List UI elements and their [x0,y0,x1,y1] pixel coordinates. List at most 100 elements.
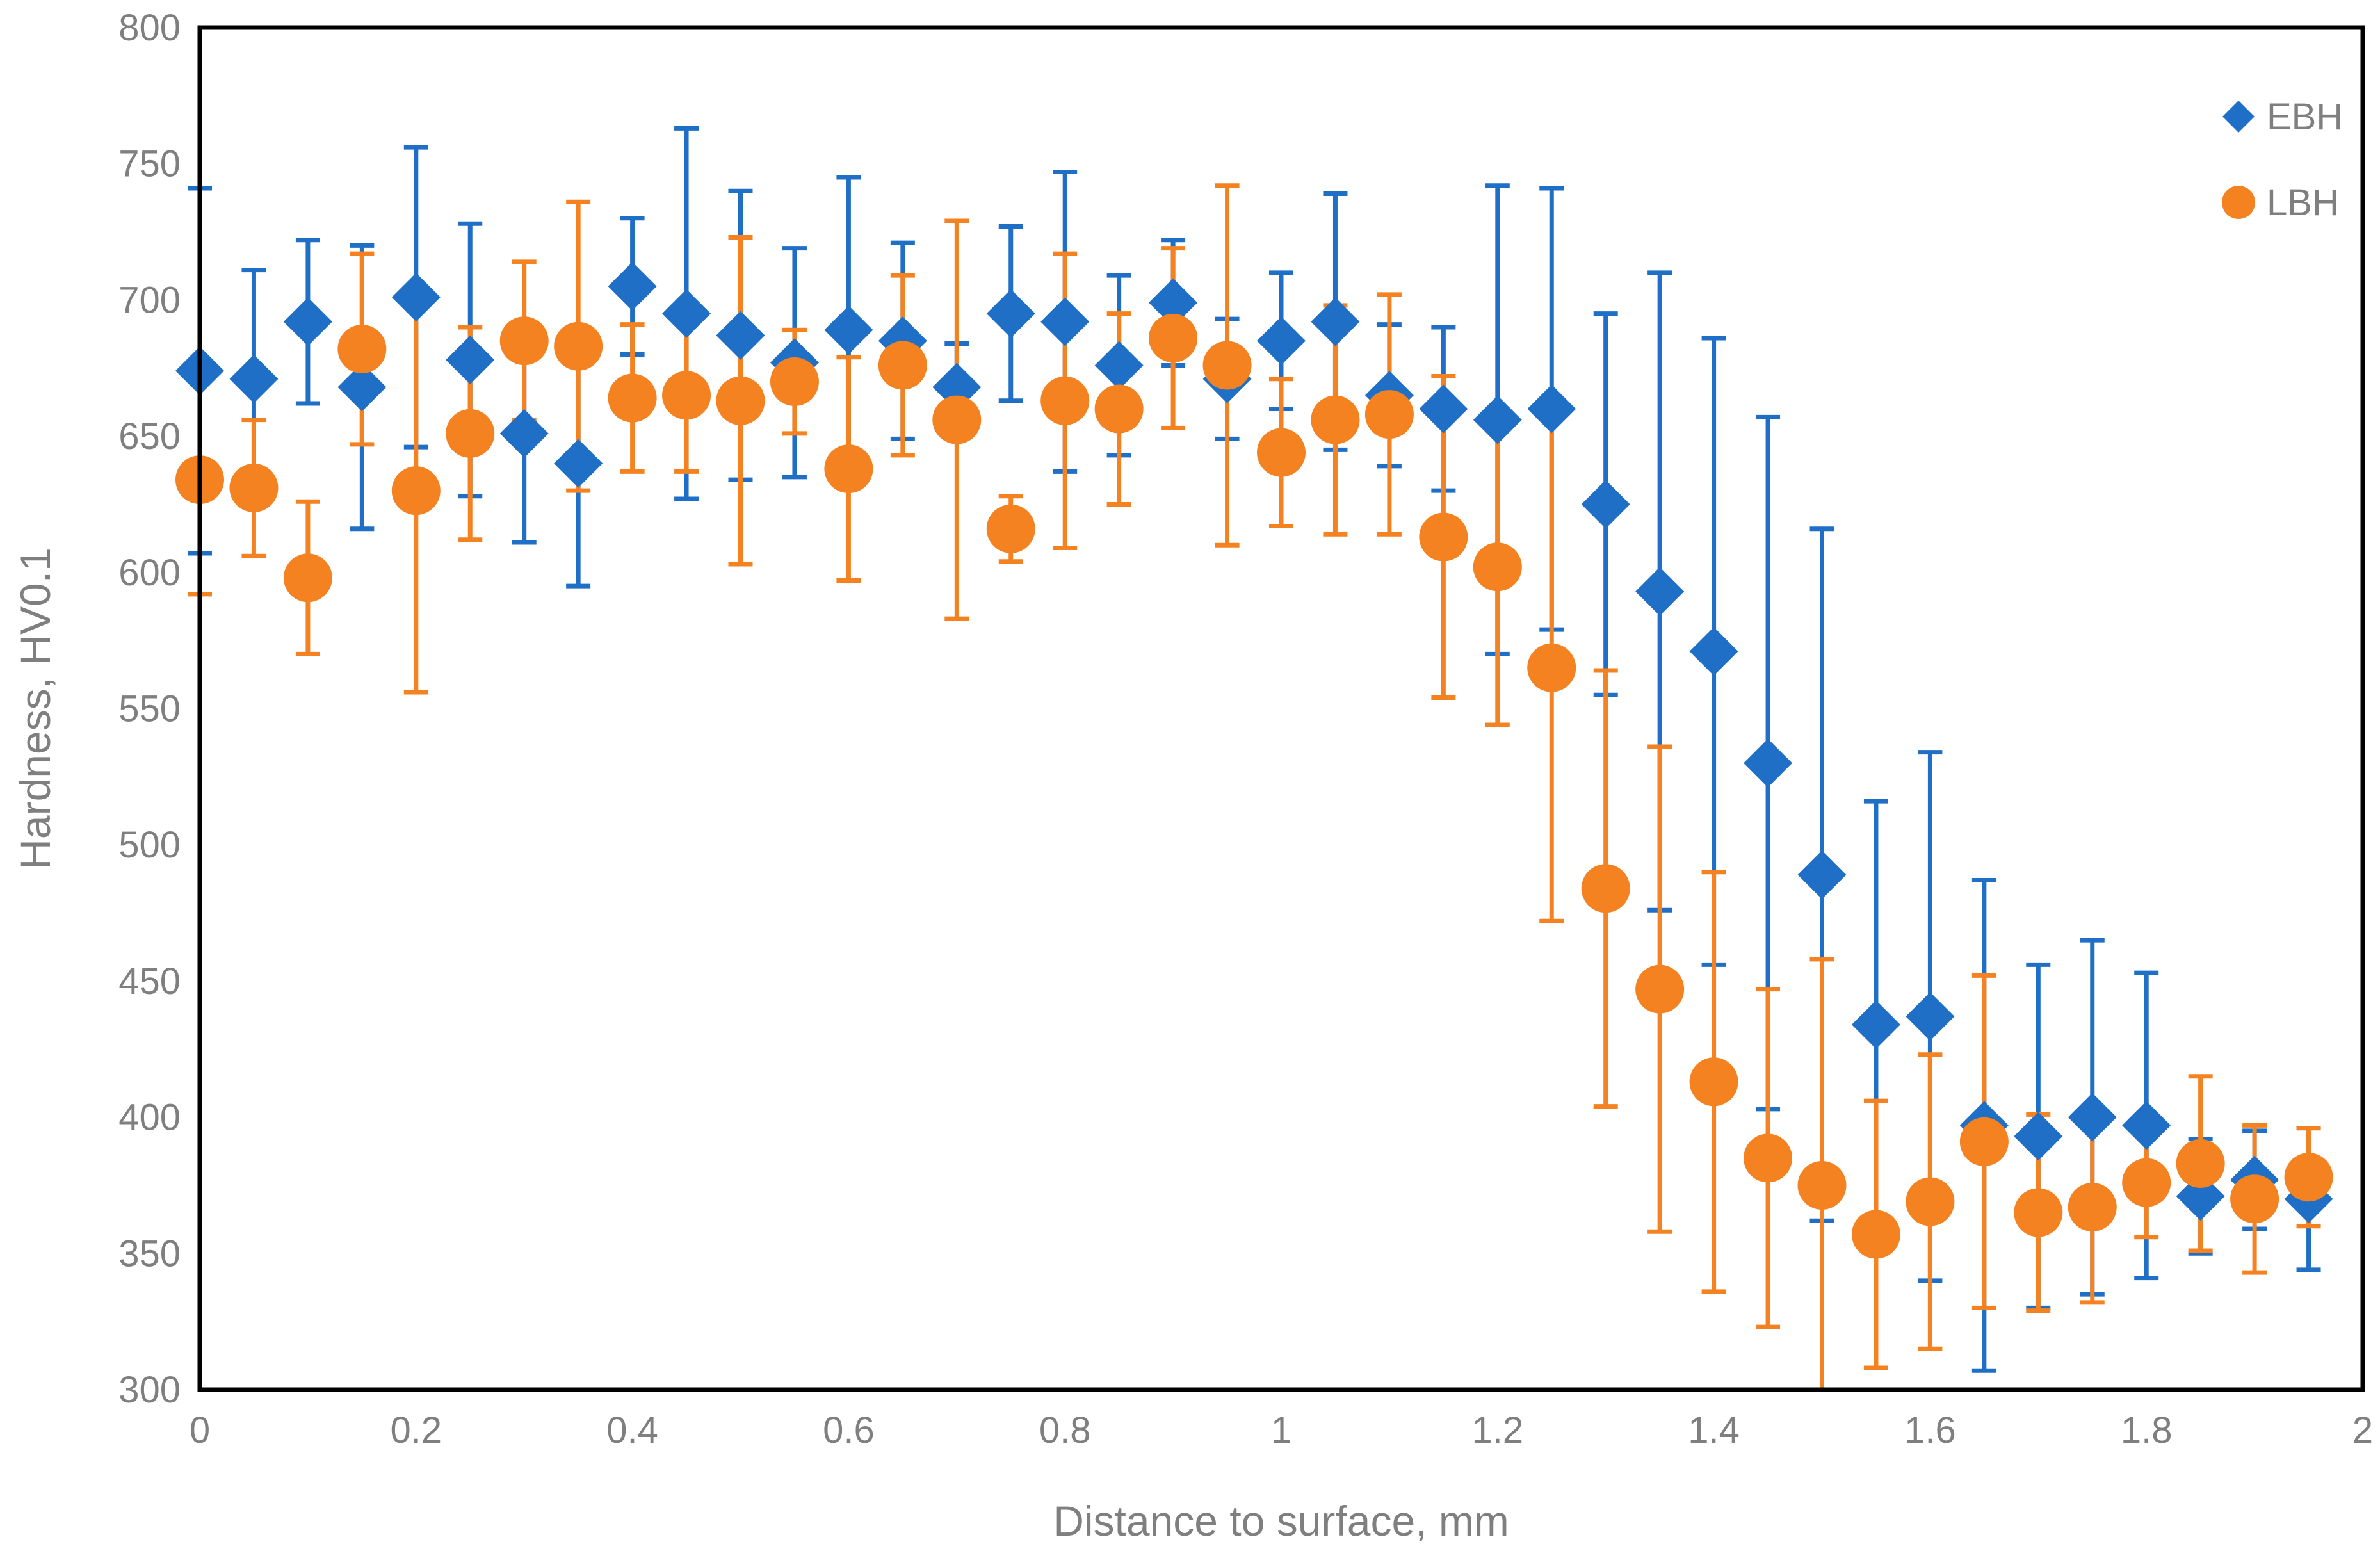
lbh-point [1689,1057,1738,1107]
lbh-point [1797,1160,1847,1210]
lbh-point [1040,376,1090,425]
lbh-point [878,341,927,390]
x-tick-label: 0.4 [606,1410,658,1451]
y-tick-label: 400 [118,1097,181,1139]
lbh-point [1149,313,1198,362]
ebh-point [1311,297,1360,346]
lbh-point [499,316,549,366]
x-tick-label: 2 [2352,1410,2373,1451]
lbh-point [662,371,711,420]
ebh-point [391,273,441,322]
ebh-point [1419,384,1468,434]
lbh-point [2068,1182,2117,1231]
data-markers [175,262,2333,1259]
x-tick-label: 0.8 [1039,1410,1091,1451]
ebh-point [2068,1093,2117,1142]
ebh-point [1257,316,1306,366]
x-tick-label: 1 [1271,1410,1291,1451]
ebh-point [1094,341,1144,390]
ebh-point [1689,627,1738,676]
y-tick-label: 350 [118,1233,181,1274]
lbh-point [1906,1177,1955,1226]
y-tick-label: 500 [118,824,181,866]
lbh-point [986,504,1035,553]
y-tick-label: 550 [118,688,181,730]
y-tick-label: 450 [118,961,181,1002]
ebh-point [716,311,765,360]
lbh-point [824,444,873,494]
ebh-point [1906,992,1955,1041]
x-tick-label: 0 [190,1410,210,1451]
ebh-point [824,305,873,355]
legend-marker-ebh [2222,101,2255,133]
error-bars [188,126,2321,1392]
ebh-point [1581,480,1630,529]
y-tick-label: 800 [118,7,181,49]
lbh-point [1635,964,1685,1014]
ebh-point [662,289,711,338]
x-tick-label: 0.2 [390,1410,442,1451]
y-tick-label: 700 [118,279,181,321]
x-tick-label: 1.8 [2121,1410,2173,1451]
x-tick-label: 0.6 [823,1410,875,1451]
y-tick-label: 300 [118,1369,181,1411]
y-tick-label: 600 [118,552,181,594]
lbh-point [2284,1153,2333,1202]
ebh-point [1744,738,1793,788]
legend-label-ebh: EBH [2267,96,2343,138]
lbh-point [283,553,332,603]
ebh-point [1635,567,1685,616]
lbh-point [1744,1133,1793,1183]
lbh-point [1311,395,1360,444]
y-tick-label: 650 [118,416,181,457]
lbh-point [1527,643,1576,692]
legend-marker-lbh [2222,186,2255,219]
lbh-point [1473,542,1522,592]
y-tick-label: 750 [118,143,181,185]
ebh-point [229,354,279,403]
ebh-point [1851,1000,1900,1049]
lbh-point [1959,1117,2009,1166]
ebh-point [608,262,657,311]
lbh-point [1419,512,1468,562]
ebh-point [1527,384,1576,434]
lbh-point [337,324,387,373]
x-tick-label: 1.4 [1688,1410,1740,1451]
lbh-point [932,395,982,444]
y-axis-title: Hardness, HV0.1 [12,548,59,870]
lbh-point [1581,864,1630,913]
x-tick-labels: 0 0.2 0.4 0.6 0.8 1 1.2 1.4 1.6 1.8 2 [190,1410,2373,1451]
ebh-point [1149,278,1198,327]
lbh-point [2176,1139,2225,1188]
lbh-point [1202,341,1252,390]
y-tick-labels: 300 350 400 450 500 550 600 650 700 750 800 [118,7,181,1411]
lbh-point [229,463,279,512]
lbh-point [716,376,765,425]
lbh-point [608,373,657,423]
lbh-point [1364,390,1414,439]
lbh-point [770,357,819,407]
ebh-point [283,297,332,346]
lbh-point [391,466,441,516]
lbh-point [2122,1158,2171,1207]
ebh-point [337,362,387,412]
x-tick-label: 1.2 [1471,1410,1523,1451]
ebh-point [1473,395,1522,444]
lbh-point [554,321,603,371]
legend-label-lbh: LBH [2267,182,2339,223]
ebh-point [2122,1101,2171,1150]
lbh-point [1257,428,1306,477]
ebh-point [1040,297,1090,346]
ebh-point [554,439,603,488]
ebh-point [499,409,549,458]
lbh-point [1851,1210,1900,1259]
x-tick-label: 1.6 [1904,1410,1956,1451]
x-axis-title: Distance to surface, mm [1053,1497,1509,1545]
lbh-point [2230,1174,2279,1224]
lbh-point [1094,384,1144,434]
lbh-point [2014,1188,2063,1237]
ebh-point [1797,850,1847,899]
plot-frame [197,25,2365,1392]
ebh-point [2014,1112,2063,1161]
